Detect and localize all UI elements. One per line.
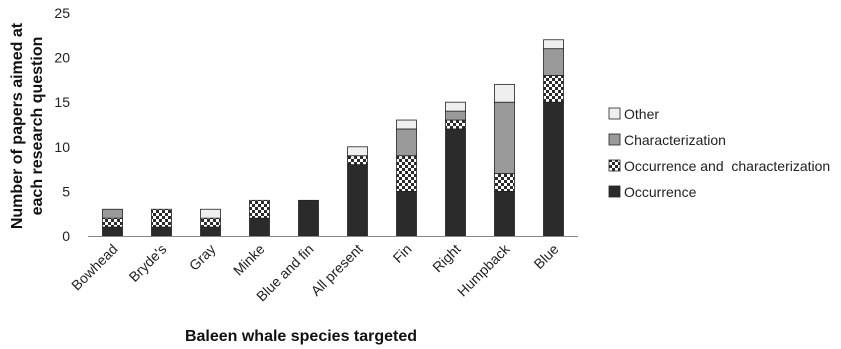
bar-segment-minke-1 bbox=[249, 217, 270, 237]
bar-segment-blue-1 bbox=[543, 101, 564, 237]
legend-label: Characterization bbox=[624, 132, 726, 148]
y-tick-label: 5 bbox=[62, 183, 70, 199]
bar-segment-gray-2 bbox=[200, 217, 221, 228]
bar-segment-blue-3 bbox=[543, 48, 564, 76]
bar-segment-humpback-4 bbox=[494, 83, 515, 103]
bar-segment-right-2 bbox=[445, 119, 466, 130]
x-tick-label: Bryde's bbox=[126, 241, 170, 285]
legend-swatch bbox=[608, 133, 621, 146]
y-tick-label: 15 bbox=[54, 94, 70, 110]
y-tick-label: 20 bbox=[54, 50, 70, 66]
bar-segment-blue-4 bbox=[543, 39, 564, 50]
bar-segment-gray-1 bbox=[200, 226, 221, 237]
x-tick-label: All present bbox=[308, 241, 366, 299]
bar-segment-minke-2 bbox=[249, 199, 270, 219]
bar-segment-all-present-1 bbox=[347, 164, 368, 237]
bar-segment-humpback-3 bbox=[494, 101, 515, 174]
y-axis-title-line-1: Number of papers aimed at bbox=[9, 22, 26, 229]
bar-segment-right-1 bbox=[445, 128, 466, 237]
legend-label: Other bbox=[624, 106, 659, 122]
bar-segment-all-present-2 bbox=[347, 155, 368, 166]
bar-segment-fin-4 bbox=[396, 119, 417, 130]
bar-segment-blue-and-fin-1 bbox=[298, 199, 319, 237]
y-axis: 0 5 10 15 20 25 bbox=[54, 5, 70, 244]
legend-swatch bbox=[608, 185, 621, 198]
legend-swatch bbox=[608, 107, 621, 120]
bar-segment-right-4 bbox=[445, 101, 466, 112]
x-axis-title: Baleen whale species targeted bbox=[185, 328, 417, 345]
bar-segment-bowhead-1 bbox=[102, 226, 123, 237]
bar-segment-blue-2 bbox=[543, 75, 564, 103]
x-tick-label: Minke bbox=[230, 241, 268, 279]
bar-segment-bryde-s-1 bbox=[151, 226, 172, 237]
legend-swatch bbox=[608, 159, 621, 172]
y-axis-title-line-2: each research question bbox=[29, 37, 46, 216]
x-tick-label: Blue bbox=[530, 241, 561, 272]
x-tick-label: Gray bbox=[186, 241, 219, 274]
bar-segment-bowhead-3 bbox=[102, 208, 123, 219]
bar-segment-humpback-1 bbox=[494, 190, 515, 237]
bar-segment-gray-4 bbox=[200, 208, 221, 219]
y-tick-label: 10 bbox=[54, 139, 70, 155]
legend: Other Characterization Occurrence and char… bbox=[608, 106, 830, 200]
x-tick-label: Humpback bbox=[454, 240, 513, 299]
bar-segment-fin-3 bbox=[396, 128, 417, 157]
y-tick-label: 0 bbox=[62, 228, 70, 244]
bar-segment-bowhead-2 bbox=[102, 217, 123, 228]
bar-segment-fin-1 bbox=[396, 190, 417, 237]
bar-segment-fin-2 bbox=[396, 155, 417, 192]
x-tick-label: Fin bbox=[390, 241, 415, 266]
bar-segment-right-3 bbox=[445, 110, 466, 121]
bar-segment-all-present-4 bbox=[347, 146, 368, 157]
x-tick-label: Bowhead bbox=[68, 241, 121, 294]
bar-segment-bryde-s-2 bbox=[151, 208, 172, 228]
bars bbox=[102, 39, 564, 237]
bar-segment-humpback-2 bbox=[494, 173, 515, 192]
x-tick-label: Right bbox=[429, 241, 464, 276]
legend-label: Occurrence bbox=[624, 184, 697, 200]
y-tick-label: 25 bbox=[54, 5, 70, 21]
legend-label: Occurrence and characterization bbox=[624, 158, 830, 174]
